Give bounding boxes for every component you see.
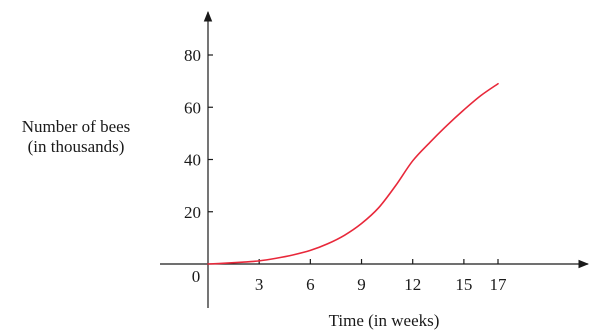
x-tick-label: 12 bbox=[404, 275, 421, 294]
x-tick-label: 6 bbox=[306, 275, 315, 294]
x-tick-label: 9 bbox=[357, 275, 366, 294]
y-axis-label-line-1: Number of bees bbox=[22, 117, 131, 136]
y-ticks: 20 40 60 80 bbox=[184, 46, 213, 222]
x-tick-label: 3 bbox=[255, 275, 264, 294]
bee-population-curve bbox=[207, 82, 499, 265]
x-axis-label: Time (in weeks) bbox=[329, 311, 440, 330]
x-ticks: 3 6 9 12 15 17 bbox=[255, 259, 507, 294]
y-tick-label: 20 bbox=[184, 203, 201, 222]
x-tick-label: 17 bbox=[490, 275, 508, 294]
y-axis-label-line-2: (in thousands) bbox=[28, 137, 125, 156]
y-tick-label: 80 bbox=[184, 46, 201, 65]
origin-label: 0 bbox=[192, 267, 201, 286]
y-tick-label: 60 bbox=[184, 98, 201, 117]
y-tick-label: 40 bbox=[184, 151, 201, 170]
x-tick-label: 15 bbox=[455, 275, 472, 294]
